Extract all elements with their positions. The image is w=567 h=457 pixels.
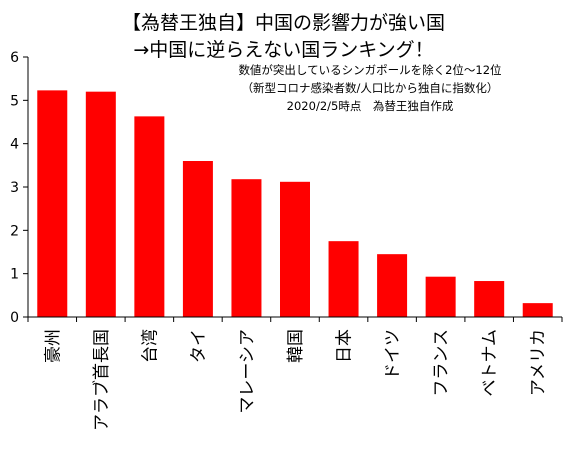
- bar: [182, 161, 213, 317]
- y-tick-label: 0: [10, 310, 19, 326]
- y-tick-label: 6: [10, 50, 19, 66]
- y-tick-label: 5: [10, 93, 19, 109]
- bar: [474, 281, 505, 317]
- category-label: マレーシア: [237, 329, 257, 414]
- bar: [134, 116, 165, 317]
- category-label: 日本: [335, 329, 355, 363]
- chart-annotation-1: 数値が突出しているシンガポールを除く2位～12位: [238, 63, 502, 77]
- category-label: アメリカ: [529, 329, 549, 396]
- bars-group: [37, 90, 553, 318]
- category-label: フランス: [432, 329, 452, 397]
- bar: [425, 276, 456, 317]
- y-tick-label: 2: [10, 223, 19, 239]
- bar: [328, 241, 359, 317]
- chart-title-line2: →中国に逆らえない国ランキング！: [133, 39, 434, 61]
- bar: [280, 181, 310, 317]
- bar: [522, 303, 553, 317]
- category-label: 豪州: [42, 329, 63, 363]
- bar: [377, 254, 408, 317]
- chart-annotation-2: （新型コロナ感染者数/人口比から独自に指数化）: [241, 81, 499, 95]
- bar: [231, 179, 262, 317]
- bar: [37, 90, 68, 317]
- category-label: 台湾: [140, 329, 160, 363]
- category-label: ベトナム: [480, 329, 500, 397]
- category-label: タイ: [189, 329, 209, 363]
- chart-annotation-3: 2020/2/5時点 為替王独自作成: [286, 99, 454, 113]
- y-tick-label: 1: [10, 267, 19, 283]
- category-label: ドイツ: [383, 329, 403, 380]
- bar: [85, 91, 116, 318]
- chart-title: 【為替王独自】中国の影響力が強い国: [121, 12, 445, 34]
- category-labels-group: 豪州 アラブ首長国 台湾 タイ マレーシア 韓国 日本 ドイツ フランス ベトナム アメリカ: [42, 329, 548, 431]
- category-label: アラブ首長国: [91, 329, 112, 431]
- y-tick-label: 3: [10, 180, 19, 196]
- category-label: 韓国: [286, 329, 306, 363]
- y-tick-label: 4: [10, 137, 19, 153]
- y-ticks-group: 0 1 2 3 4 5 6: [10, 50, 28, 326]
